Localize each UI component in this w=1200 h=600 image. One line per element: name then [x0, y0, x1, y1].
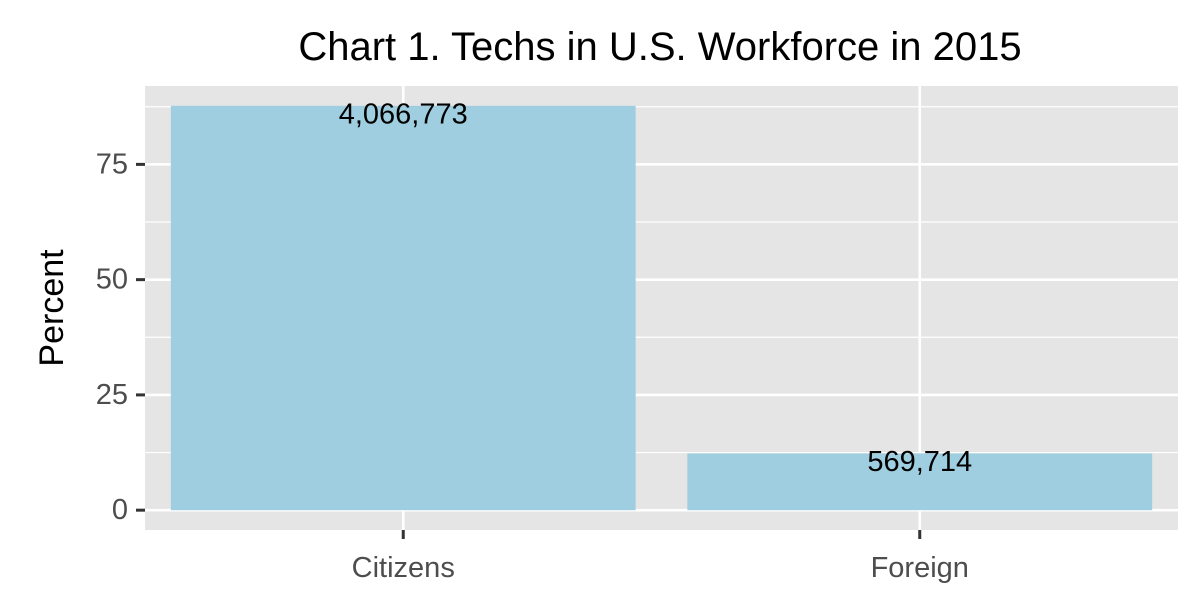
y-axis-title: Percent — [33, 249, 71, 367]
bar-citizens — [170, 105, 636, 511]
data-label: 569,714 — [867, 446, 972, 478]
chart-title: Chart 1. Techs in U.S. Workforce in 2015 — [298, 25, 1021, 69]
x-tick-label: Citizens — [352, 552, 455, 584]
bar-foreign — [687, 453, 1153, 511]
y-tick-label: 0 — [112, 494, 128, 526]
y-tick-label: 75 — [96, 148, 128, 180]
x-tick-label: Foreign — [871, 552, 969, 584]
y-tick-label: 50 — [96, 264, 128, 296]
data-label: 4,066,773 — [339, 98, 468, 130]
y-tick-label: 25 — [96, 379, 128, 411]
